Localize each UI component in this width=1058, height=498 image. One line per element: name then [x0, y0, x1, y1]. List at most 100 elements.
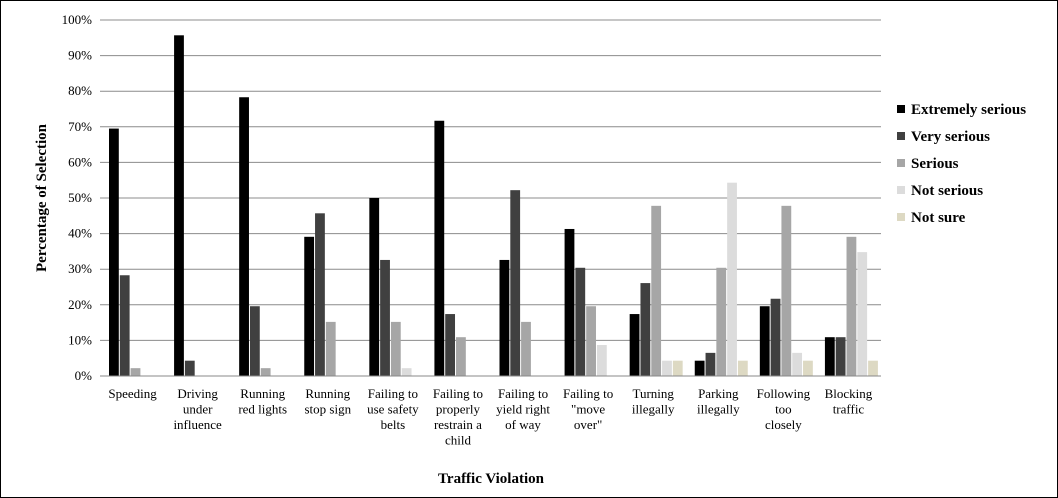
x-tick-label-line: properly	[436, 402, 481, 417]
bar	[456, 337, 466, 376]
x-tick-label-line: over"	[574, 417, 602, 432]
legend-label: Not serious	[911, 183, 983, 199]
bar	[249, 306, 260, 376]
bar	[174, 35, 184, 377]
bar	[857, 252, 868, 376]
gridlines	[100, 19, 881, 377]
x-tick-label-line: Speeding	[108, 386, 157, 401]
x-tick-label-line: child	[445, 433, 471, 448]
bar	[662, 360, 672, 376]
x-tick-label: Failing to properly restrain a child	[433, 386, 483, 448]
x-tick-label-line: closely	[765, 417, 802, 432]
bar	[781, 205, 792, 376]
bar	[304, 236, 315, 376]
bar	[390, 321, 401, 376]
bar	[705, 352, 716, 376]
bar	[510, 190, 521, 376]
bar	[445, 314, 456, 376]
y-tick-label: 80%	[68, 83, 92, 98]
bar	[130, 368, 141, 376]
bar	[737, 360, 748, 376]
bar	[792, 352, 803, 376]
legend-swatch	[897, 105, 905, 113]
x-tick-label: Running stop sign	[304, 386, 351, 417]
x-tick-label-line: "move	[571, 402, 605, 417]
legend-label: Serious	[911, 156, 959, 172]
y-tick-label: 20%	[68, 297, 92, 312]
bar	[824, 337, 835, 376]
bar	[770, 298, 781, 376]
x-tick-label: Speeding	[108, 386, 157, 401]
y-tick-label: 90%	[68, 48, 92, 63]
y-tick-label: 10%	[68, 332, 92, 347]
legend-label: Very serious	[911, 129, 990, 145]
x-tick-label-line: red lights	[238, 402, 287, 417]
y-tick-label: 70%	[68, 119, 92, 134]
y-tick-label: 40%	[68, 226, 92, 241]
x-tick-label: Driving under influence	[173, 386, 222, 432]
bar	[380, 259, 390, 376]
bar	[651, 205, 662, 376]
x-tick-label: Turning illegally	[632, 386, 675, 417]
y-axis-title: Percentage of Selection	[34, 123, 50, 272]
legend-label: Extremely serious	[911, 102, 1026, 118]
x-tick-label-line: Parking	[698, 386, 739, 401]
bar	[315, 213, 325, 376]
bar	[803, 360, 813, 376]
x-tick-label-line: Failing to	[563, 386, 613, 401]
bar	[868, 360, 878, 376]
bar	[325, 321, 336, 376]
x-tick-label-line: Failing to	[498, 386, 548, 401]
y-axis-ticks: 0% 10% 20% 30% 40% 50% 60% 70% 80% 90% 100%	[62, 12, 93, 383]
bar	[564, 228, 575, 376]
bar	[759, 306, 770, 376]
bar	[239, 97, 249, 376]
x-tick-label-line: stop sign	[304, 402, 351, 417]
bar	[629, 314, 640, 376]
bar	[401, 368, 412, 376]
bar	[640, 283, 651, 376]
bar	[835, 337, 846, 376]
x-tick-label-line: influence	[173, 417, 222, 432]
x-tick-label-line: traffic	[833, 402, 865, 417]
x-tick-label-line: use safety	[367, 402, 419, 417]
x-tick-label: Running red lights	[238, 386, 287, 417]
legend-label: Not sure	[911, 210, 966, 226]
x-tick-label: Failing to use safety belts	[367, 386, 419, 432]
bar	[434, 120, 445, 376]
bar	[499, 259, 510, 376]
bar	[119, 275, 130, 376]
bar	[109, 128, 119, 376]
bar	[672, 360, 683, 376]
x-tick-label-line: Blocking	[825, 386, 873, 401]
x-tick-label-line: Driving	[177, 386, 218, 401]
bar	[521, 321, 531, 376]
x-tick-label-line: Running	[305, 386, 350, 401]
x-tick-label-line: illegally	[697, 402, 740, 417]
y-tick-label: 30%	[68, 261, 92, 276]
x-tick-label-line: yield right	[496, 402, 550, 417]
bar	[184, 360, 195, 376]
x-tick-label: Parking illegally	[697, 386, 740, 417]
x-tick-label: Failing to "move over"	[563, 386, 613, 432]
bar	[575, 267, 586, 376]
x-tick-label-line: Failing to	[433, 386, 483, 401]
bar	[596, 345, 607, 376]
x-tick-label: Failing to yield right of way	[496, 386, 550, 432]
x-tick-label-line: illegally	[632, 402, 675, 417]
x-axis-title: Traffic Violation	[438, 471, 545, 487]
x-tick-label: Blocking traffic	[825, 386, 873, 417]
legend-swatch	[897, 186, 905, 194]
x-tick-label-line: of way	[505, 417, 541, 432]
x-tick-label-line: Following	[757, 386, 811, 401]
x-tick-label-line: under	[183, 402, 213, 417]
x-tick-label-line: Running	[240, 386, 285, 401]
x-tick-label-line: belts	[381, 417, 406, 432]
legend-swatch	[897, 213, 905, 221]
bar	[260, 368, 271, 376]
bar	[716, 267, 727, 376]
x-tick-label-line: Failing to	[368, 386, 418, 401]
bars	[109, 35, 878, 377]
